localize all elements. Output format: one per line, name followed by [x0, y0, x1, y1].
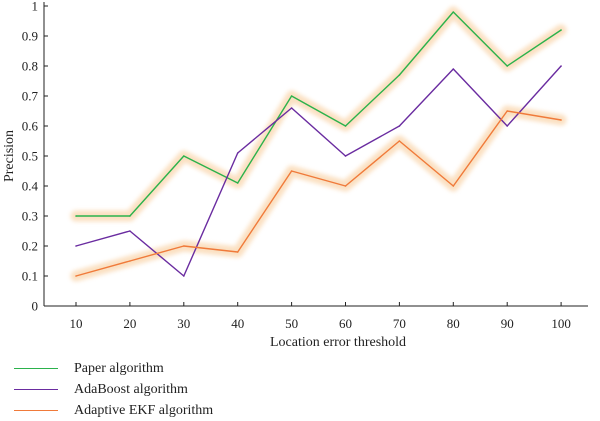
- data-point: [506, 125, 509, 127]
- data-point: [129, 260, 131, 262]
- data-point: [344, 125, 347, 127]
- data-point: [290, 170, 293, 172]
- data-point: [452, 68, 455, 70]
- data-point: [236, 251, 239, 253]
- data-point: [560, 65, 562, 67]
- series-halo-layer: [70, 6, 567, 282]
- legend-label-ekf: Adaptive EKF algorithm: [74, 402, 214, 418]
- series-line-2: [75, 110, 562, 277]
- data-point: [129, 230, 131, 232]
- legend-swatch-paper: [14, 368, 58, 369]
- axes: [43, 2, 588, 307]
- data-point: [398, 140, 401, 142]
- data-point: [290, 107, 293, 109]
- x-tick-label: 60: [339, 316, 352, 331]
- y-tick-label: 0.4: [22, 179, 39, 194]
- x-ticks: 10 20 30 40 50 60 70 80 90 100: [70, 302, 571, 331]
- series-line-0: [76, 11, 562, 217]
- series-line-1: [75, 65, 562, 277]
- y-tick-label: 1: [32, 0, 39, 14]
- data-point: [506, 110, 509, 112]
- series-lines: [75, 11, 562, 277]
- data-point: [183, 275, 185, 277]
- data-point: [183, 245, 185, 247]
- series-halo: [70, 6, 567, 222]
- data-point: [506, 65, 509, 67]
- data-point: [560, 119, 562, 121]
- data-point: [75, 215, 77, 217]
- x-tick-label: 90: [501, 316, 514, 331]
- data-point: [560, 29, 562, 31]
- y-tick-label: 0.8: [22, 59, 38, 74]
- y-tick-label: 0.3: [22, 209, 38, 224]
- data-point: [236, 152, 239, 154]
- y-tick-label: 0.9: [22, 29, 38, 44]
- data-point: [75, 275, 77, 277]
- data-point: [398, 125, 401, 127]
- data-point: [398, 74, 401, 76]
- legend-item-adaboost: AdaBoost algorithm: [14, 379, 213, 400]
- legend-item-ekf: Adaptive EKF algorithm: [14, 400, 213, 421]
- x-tick-label: 100: [551, 316, 571, 331]
- y-tick-label: 0: [32, 299, 39, 314]
- data-point: [452, 185, 455, 187]
- y-tick-label: 0.1: [22, 269, 38, 284]
- y-axis-title: Precision: [2, 130, 17, 182]
- data-point: [290, 95, 293, 97]
- y-tick-label: 0.5: [22, 149, 38, 164]
- legend: Paper algorithm AdaBoost algorithm Adapt…: [14, 358, 213, 421]
- x-tick-label: 70: [393, 316, 406, 331]
- x-tick-label: 40: [231, 316, 244, 331]
- y-ticks: 0 0.1 0.2 0.3 0.4 0.5 0.6 0.7 0.8 0.9 1: [22, 0, 48, 314]
- legend-label-adaboost: AdaBoost algorithm: [74, 381, 188, 397]
- y-tick-label: 0.2: [22, 239, 38, 254]
- data-point: [452, 11, 455, 13]
- data-point: [129, 215, 131, 217]
- x-tick-label: 20: [123, 316, 136, 331]
- x-axis-title: Location error threshold: [270, 335, 406, 350]
- data-point: [236, 182, 239, 184]
- legend-swatch-ekf: [14, 410, 58, 411]
- x-tick-label: 80: [447, 316, 460, 331]
- data-point: [75, 245, 77, 247]
- data-point: [183, 155, 185, 157]
- y-tick-label: 0.6: [22, 119, 39, 134]
- legend-item-paper: Paper algorithm: [14, 358, 213, 379]
- legend-swatch-adaboost: [14, 389, 58, 390]
- data-point: [344, 185, 347, 187]
- x-tick-label: 30: [177, 316, 190, 331]
- x-tick-label: 50: [285, 316, 298, 331]
- data-point: [344, 155, 347, 157]
- y-tick-label: 0.7: [22, 89, 39, 104]
- x-tick-label: 10: [70, 316, 83, 331]
- legend-label-paper: Paper algorithm: [74, 360, 164, 376]
